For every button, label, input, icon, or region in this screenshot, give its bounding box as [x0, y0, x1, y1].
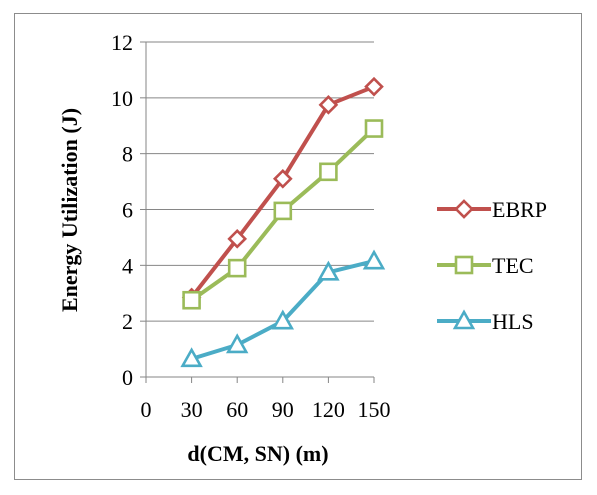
legend-label: TEC: [492, 253, 534, 278]
series-hls: [180, 249, 386, 368]
x-tick-label: 30: [181, 397, 203, 422]
x-tick-label: 60: [226, 397, 248, 422]
series-group: [180, 76, 386, 368]
data-point: [273, 201, 293, 221]
legend-item-hls: HLS: [437, 309, 534, 334]
data-point: [225, 333, 249, 354]
x-tick-label: 0: [141, 397, 152, 422]
data-point: [182, 290, 201, 310]
data-point: [227, 258, 247, 278]
x-axis-label: d(CM, SN) (m): [187, 441, 328, 466]
y-tick-label: 8: [122, 142, 133, 167]
data-point: [180, 347, 203, 368]
y-tick-label: 10: [111, 86, 133, 111]
data-point: [362, 249, 386, 270]
x-tick-label: 90: [272, 397, 294, 422]
legend-label: EBRP: [492, 197, 547, 222]
legend-label: HLS: [492, 309, 534, 334]
series-tec: [182, 119, 384, 310]
y-tick-label: 0: [122, 365, 133, 390]
data-point: [317, 260, 340, 281]
legend-marker: [452, 309, 476, 330]
y-tick-label: 2: [122, 309, 133, 334]
chart-frame: [14, 13, 582, 480]
data-point: [271, 309, 295, 330]
y-axis-label: Energy Utilization (J): [57, 108, 82, 312]
data-point: [319, 162, 338, 182]
data-point: [364, 76, 384, 97]
data-point: [227, 228, 248, 249]
data-point: [272, 168, 293, 189]
axes: [140, 41, 375, 383]
y-tick-label: 6: [122, 198, 133, 223]
y-tick-label: 12: [111, 30, 133, 55]
data-point: [364, 119, 384, 138]
legend: EBRP TEC HLS: [437, 197, 547, 334]
x-tick-labels: 0 30 60 90 120 150: [141, 397, 391, 422]
legend-marker: [454, 199, 474, 219]
data-point: [318, 94, 339, 115]
y-tick-label: 4: [122, 253, 133, 278]
x-tick-label: 150: [358, 397, 391, 422]
legend-item-ebrp: EBRP: [437, 197, 547, 222]
x-tick-label: 120: [312, 397, 345, 422]
legend-marker: [454, 255, 474, 275]
y-tick-labels: 0 2 4 6 8 10 12: [111, 30, 133, 390]
series-ebrp: [181, 76, 384, 308]
grid-lines: [146, 41, 374, 322]
legend-item-tec: TEC: [437, 253, 534, 278]
